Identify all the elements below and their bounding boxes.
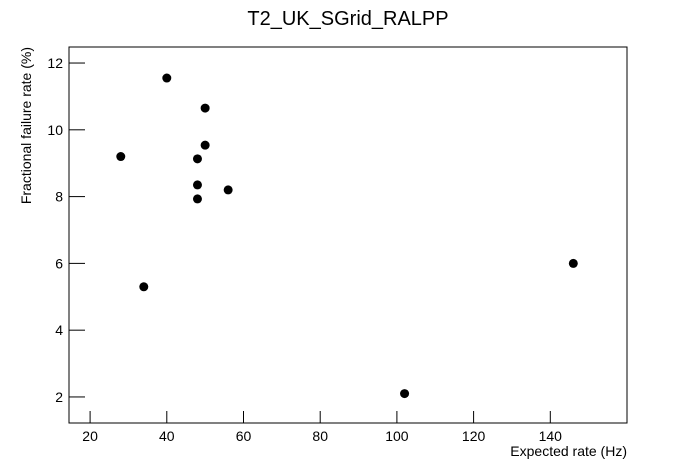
- x-tick-label: 80: [312, 428, 328, 444]
- y-axis-label: Fractional failure rate (%): [18, 47, 34, 204]
- point: [162, 73, 172, 83]
- point: [223, 185, 233, 195]
- point: [116, 152, 126, 162]
- point: [192, 180, 202, 190]
- y-tick-label: 8: [55, 189, 63, 205]
- x-tick-label: 100: [385, 428, 409, 444]
- chart-title: T2_UK_SGrid_RALPP: [247, 8, 448, 30]
- x-tick-label: 60: [236, 428, 252, 444]
- x-tick-label: 140: [539, 428, 563, 444]
- point: [192, 194, 202, 204]
- y-tick-label: 12: [47, 55, 63, 71]
- x-tick-label: 120: [462, 428, 486, 444]
- y-tick-label: 10: [47, 122, 63, 138]
- x-tick-label: 20: [82, 428, 98, 444]
- point: [192, 154, 202, 164]
- point: [200, 140, 210, 150]
- point: [568, 258, 578, 268]
- point: [400, 389, 410, 399]
- y-tick-label: 4: [55, 322, 63, 338]
- plot-frame: [68, 46, 628, 424]
- point: [200, 103, 210, 113]
- x-axis-label: Expected rate (Hz): [510, 443, 627, 459]
- point: [139, 282, 149, 292]
- x-tick-label: 40: [159, 428, 175, 444]
- y-tick-label: 6: [55, 255, 63, 271]
- y-tick-label: 2: [55, 389, 63, 405]
